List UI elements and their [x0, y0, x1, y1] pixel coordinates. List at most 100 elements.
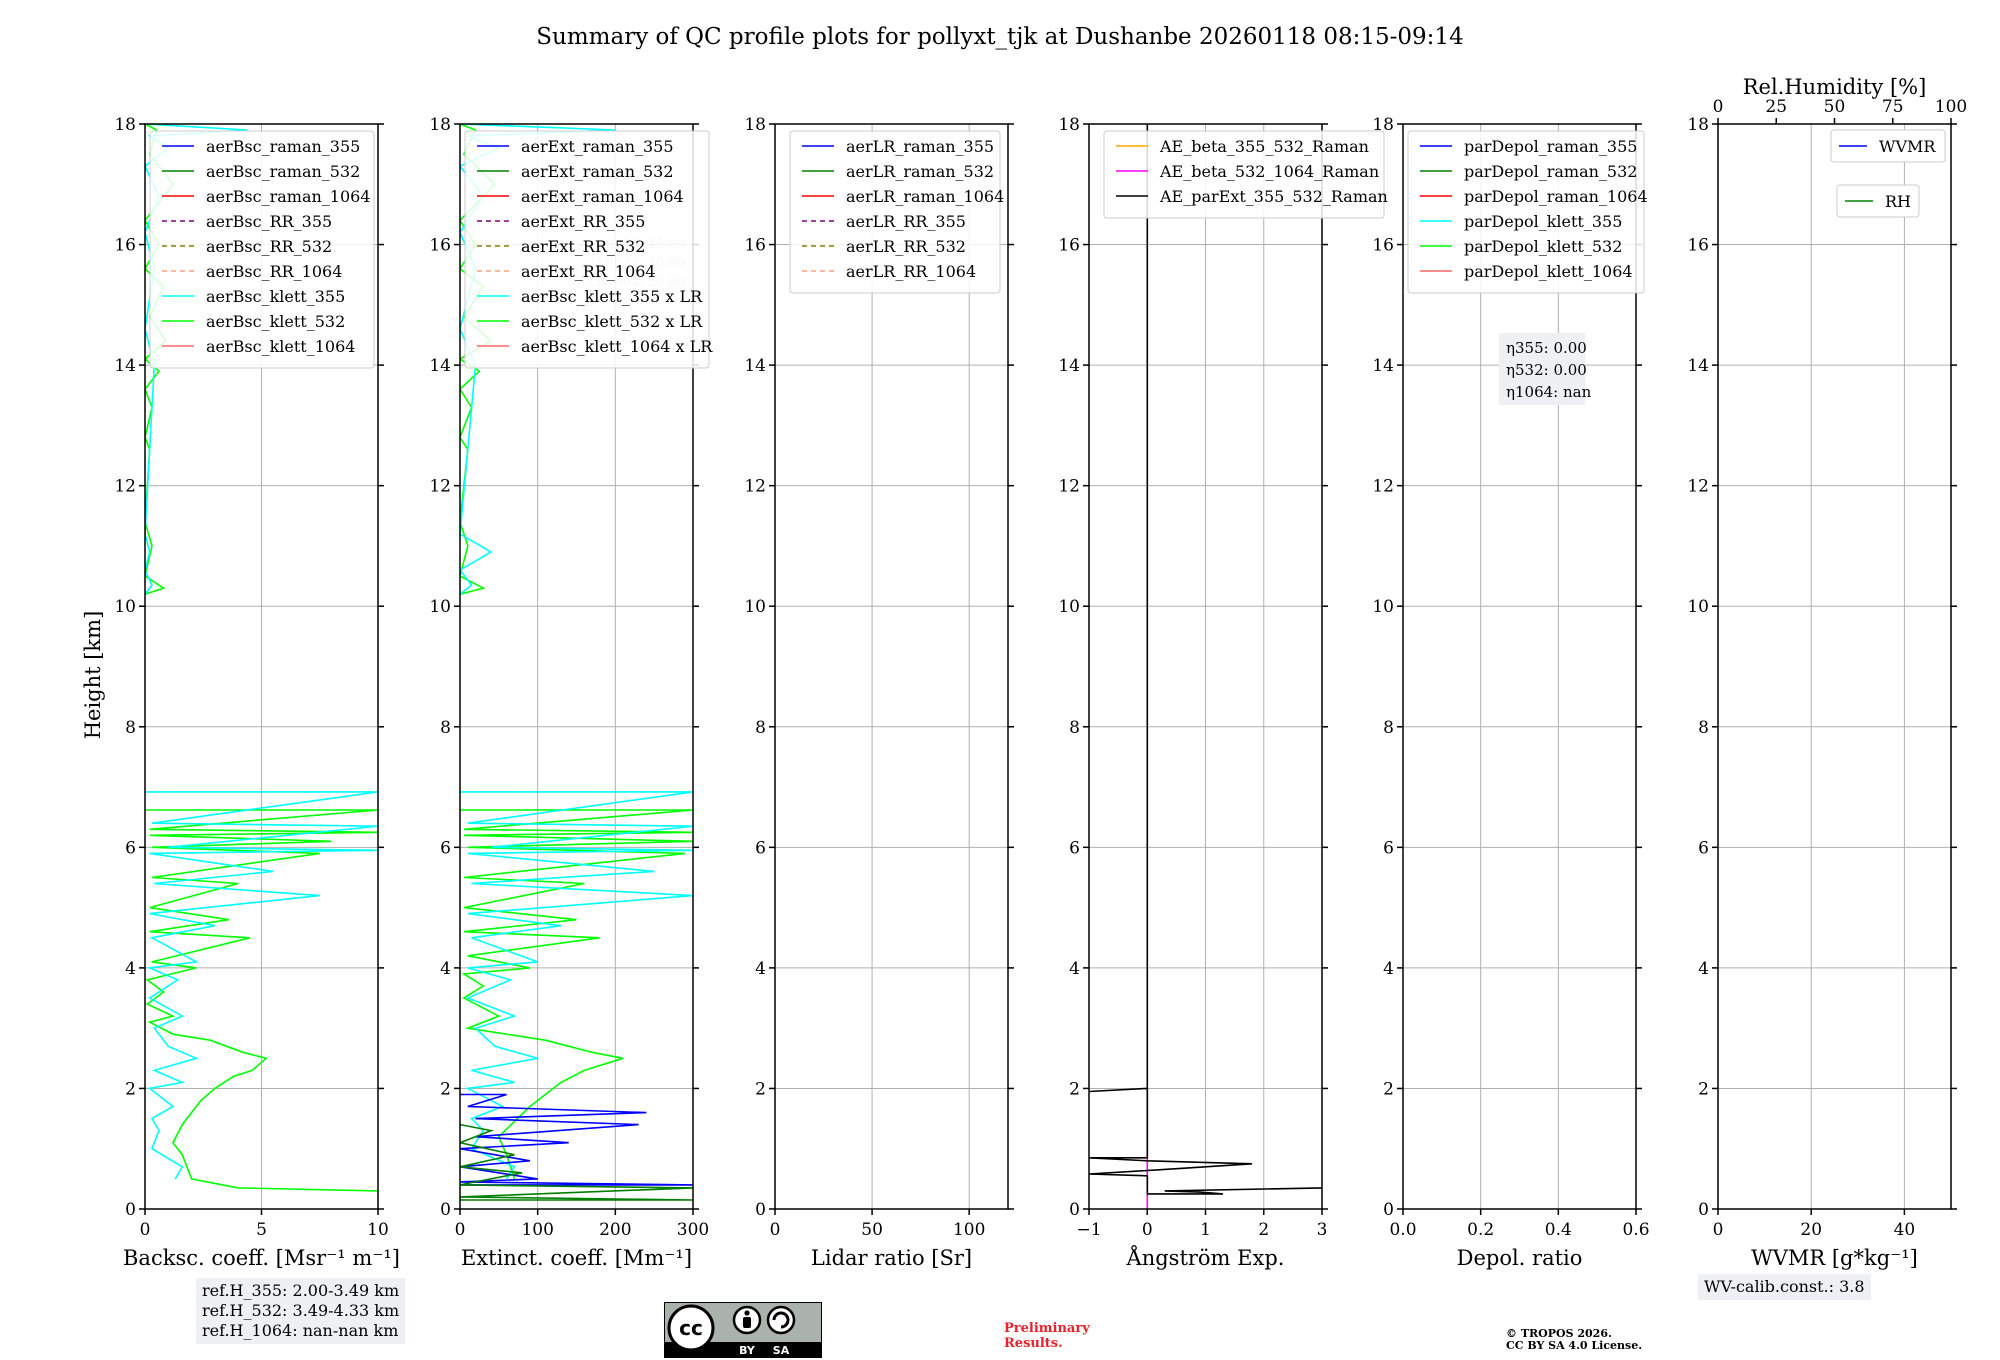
legend-entry: aerBsc_RR_1064 — [206, 262, 342, 281]
ref-height-532: ref.H_532: 3.49-4.33 km — [202, 1301, 400, 1320]
preliminary-line-1: Preliminary — [1004, 1321, 1090, 1336]
x-axis-label: Ångström Exp. — [1126, 1245, 1285, 1270]
x-tick-label: 0 — [140, 1220, 151, 1240]
x-tick-label: 5 — [256, 1220, 267, 1240]
y-tick-label: 2 — [125, 1079, 136, 1099]
legend-entry: parDepol_raman_1064 — [1464, 187, 1648, 206]
y-tick-label: 16 — [1372, 236, 1394, 256]
preliminary-results-note: Preliminary Results. — [1004, 1321, 1090, 1351]
x-axis-label: Lidar ratio [Sr] — [811, 1246, 972, 1270]
legend-entry: aerExt_RR_355 — [521, 212, 645, 231]
top-tick-label: 25 — [1765, 97, 1787, 117]
y-tick-label: 6 — [440, 838, 451, 858]
legend-entry: aerLR_RR_355 — [846, 212, 966, 231]
y-tick-label: 16 — [114, 236, 136, 256]
x-tick-label: 0.0 — [1389, 1220, 1416, 1240]
y-tick-label: 10 — [744, 597, 766, 617]
y-tick-label: 4 — [125, 959, 136, 979]
y-tick-label: 2 — [1069, 1079, 1080, 1099]
series-aerBsc_klett_355 x LR — [460, 791, 693, 1180]
x-tick-label: −1 — [1076, 1220, 1101, 1240]
x-tick-label: 200 — [599, 1220, 631, 1240]
legend-entry: aerLR_RR_1064 — [846, 262, 976, 281]
legend-entry: aerBsc_raman_532 — [206, 162, 360, 181]
x-axis-label: WVMR [g*kg⁻¹] — [1751, 1246, 1918, 1270]
y-tick-label: 10 — [429, 597, 451, 617]
y-tick-label: 12 — [1687, 477, 1709, 497]
y-tick-label: 12 — [1058, 477, 1080, 497]
y-tick-label: 2 — [1698, 1079, 1709, 1099]
ref-height-1064: ref.H_1064: nan-nan km — [202, 1321, 399, 1340]
legend-entry: aerLR_RR_532 — [846, 237, 966, 256]
y-tick-label: 18 — [744, 115, 766, 135]
legend-entry: parDepol_klett_355 — [1464, 212, 1622, 231]
series-aerBsc_klett_532 x LR — [460, 809, 693, 1180]
legend-entry: WVMR — [1879, 137, 1936, 156]
legend-entry: aerLR_raman_355 — [846, 137, 994, 156]
panel-depol: 0 2 4 6 8 10 12 14 16 18 0.0 0.2 0.4 0.6 Depol. ratio p… — [1372, 115, 1649, 1270]
legend-entry: aerBsc_RR_532 — [206, 237, 332, 256]
y-tick-label: 2 — [1383, 1079, 1394, 1099]
x-tick-label: 0.2 — [1467, 1220, 1494, 1240]
y-tick-label: 12 — [114, 477, 136, 497]
y-tick-label: 14 — [429, 356, 451, 376]
series-aerExt_raman_355 — [460, 1093, 693, 1186]
x-tick-label: 40 — [1894, 1220, 1916, 1240]
axes-frame — [1088, 123, 1323, 1210]
cc-sa-label: SA — [773, 1344, 790, 1357]
legend-box — [1836, 184, 1920, 218]
eta-box — [1499, 333, 1585, 405]
y-tick-label: 4 — [1698, 959, 1709, 979]
legend-entry: aerBsc_klett_1064 — [206, 337, 355, 356]
y-tick-label: 6 — [1383, 838, 1394, 858]
legend-entry: aerBsc_klett_532 — [206, 312, 345, 331]
y-tick-label: 14 — [744, 356, 766, 376]
y-tick-label: 8 — [1698, 718, 1709, 738]
y-tick-label: 0 — [755, 1200, 766, 1220]
y-tick-label: 4 — [1069, 959, 1080, 979]
x-tick-label: 3 — [1317, 1220, 1328, 1240]
y-tick-label: 14 — [1687, 356, 1709, 376]
legend-entry: aerBsc_klett_532 x LR — [521, 312, 703, 331]
legend-entry: parDepol_klett_532 — [1464, 237, 1622, 256]
cc-by-sa-license-icon: cc BY SA — [664, 1302, 822, 1358]
eta-value: η1064: nan — [1506, 383, 1592, 401]
top-tick-label: 100 — [1935, 97, 1967, 117]
y-tick-label: 18 — [1687, 115, 1709, 135]
legend-entry: aerBsc_klett_1064 x LR — [521, 337, 713, 356]
x-tick-label: 0.6 — [1622, 1220, 1649, 1240]
y-tick-label: 18 — [1372, 115, 1394, 135]
legend-box — [1103, 130, 1385, 219]
legend-entry: aerExt_raman_355 — [521, 137, 674, 156]
x-tick-label: 0.4 — [1545, 1220, 1572, 1240]
y-axis-label: Height [km] — [81, 611, 105, 740]
legend-entry: aerBsc_RR_355 — [206, 212, 332, 231]
legend-entry: parDepol_raman_355 — [1464, 137, 1637, 156]
panel-lidar_ratio: 0 2 4 6 8 10 12 14 16 18 0 50 100 Lidar ratio [Sr] aer… — [744, 115, 1014, 1270]
legend-box — [1830, 129, 1946, 163]
copyright-line-2: CC BY SA 4.0 License. — [1506, 1339, 1643, 1352]
legend-entry: aerExt_RR_532 — [521, 237, 645, 256]
y-tick-label: 0 — [1383, 1200, 1394, 1220]
y-tick-label: 10 — [1687, 597, 1709, 617]
figure-title: Summary of QC profile plots for pollyxt_… — [536, 24, 1463, 50]
wv-calibration-constant: WV-calib.const.: 3.8 — [1704, 1277, 1865, 1296]
ref-height-355: ref.H_355: 2.00-3.49 km — [202, 1281, 400, 1300]
reference-height-box: ref.H_355: 2.00-3.49 km ref.H_532: 3.49-… — [196, 1278, 406, 1344]
y-tick-label: 10 — [1372, 597, 1394, 617]
legend-entry: parDepol_klett_1064 — [1464, 262, 1633, 281]
series-aerBsc_klett_355 — [145, 791, 378, 1180]
y-tick-label: 6 — [755, 838, 766, 858]
legend-entry: parDepol_raman_532 — [1464, 162, 1637, 181]
legend-box — [464, 130, 710, 369]
legend-entry: AE_beta_532_1064_Raman — [1159, 162, 1379, 181]
axes-frame — [1402, 123, 1637, 1210]
copyright-note: © TROPOS 2026. CC BY SA 4.0 License. — [1506, 1328, 1642, 1352]
legend-entry: aerBsc_klett_355 — [206, 287, 345, 306]
y-tick-label: 18 — [1058, 115, 1080, 135]
top-tick-label: 50 — [1824, 97, 1846, 117]
y-tick-label: 6 — [125, 838, 136, 858]
x-tick-label: 50 — [861, 1220, 883, 1240]
legend-box — [149, 130, 375, 369]
